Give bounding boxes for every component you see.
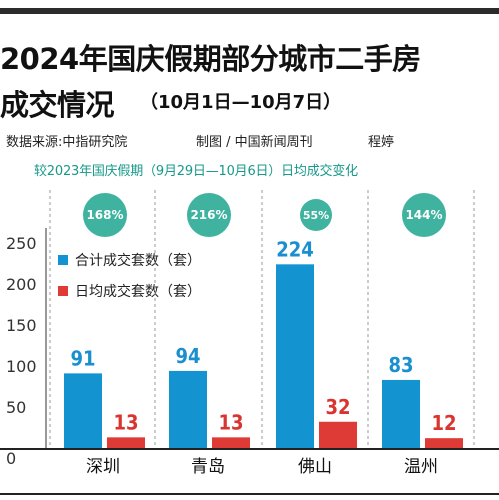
data-label-daily: 13 (218, 410, 243, 434)
change-badge-foshan: 55% (300, 199, 332, 231)
chart-maker: 制图 / 中国新闻周刊 (196, 135, 313, 150)
page-title-line2: 成交情况 (0, 88, 115, 122)
top-rule (0, 8, 499, 14)
category-label: 青岛 (191, 457, 225, 477)
y-tick-label: 50 (6, 398, 26, 417)
y-tick-label: 0 (6, 449, 16, 468)
data-label-daily: 32 (325, 395, 350, 419)
data-label-total: 94 (175, 344, 200, 368)
legend-label-daily: 日均成交套数（套） (75, 284, 201, 300)
bar-total (276, 264, 314, 448)
chart-subtitle: 较2023年国庆假期（9月29日—10月6日）日均成交变化 (34, 164, 358, 179)
legend-swatch-daily (58, 286, 68, 296)
data-label-daily: 12 (431, 411, 456, 435)
bar-total (64, 373, 102, 448)
data-label-total: 83 (388, 353, 413, 377)
data-label-total: 224 (276, 237, 314, 261)
bar-total (382, 379, 420, 448)
data-source: 数据来源:中指研究院 (6, 135, 128, 150)
change-badge-shenzhen: 168% (83, 193, 127, 237)
legend-daily: 日均成交套数（套） (58, 281, 201, 301)
bar-daily (425, 438, 463, 448)
bar-total (169, 370, 207, 448)
page-title: 2024年国庆假期部分城市二手房 (0, 42, 421, 76)
change-badge-qingdao: 216% (187, 193, 231, 237)
legend-swatch-total (58, 255, 68, 265)
bar-daily (107, 437, 145, 448)
data-label-daily: 13 (113, 410, 138, 434)
category-label: 佛山 (298, 457, 332, 477)
category-label: 深圳 (86, 457, 120, 477)
bar-daily (319, 421, 357, 448)
bar-daily (212, 437, 250, 448)
y-tick-label: 150 (6, 316, 37, 335)
y-tick-label: 250 (6, 234, 37, 253)
legend-label-total: 合计成交套数（套） (75, 253, 201, 269)
date-range: （10月1日—10月7日） (140, 92, 342, 113)
change-badge-wenzhou: 144% (402, 193, 446, 237)
y-tick-label: 200 (6, 275, 37, 294)
legend-total: 合计成交套数（套） (58, 250, 201, 270)
category-label: 温州 (404, 457, 438, 477)
y-tick-label: 100 (6, 357, 37, 376)
chart-author: 程婷 (368, 135, 395, 150)
data-label-total: 91 (70, 346, 95, 370)
